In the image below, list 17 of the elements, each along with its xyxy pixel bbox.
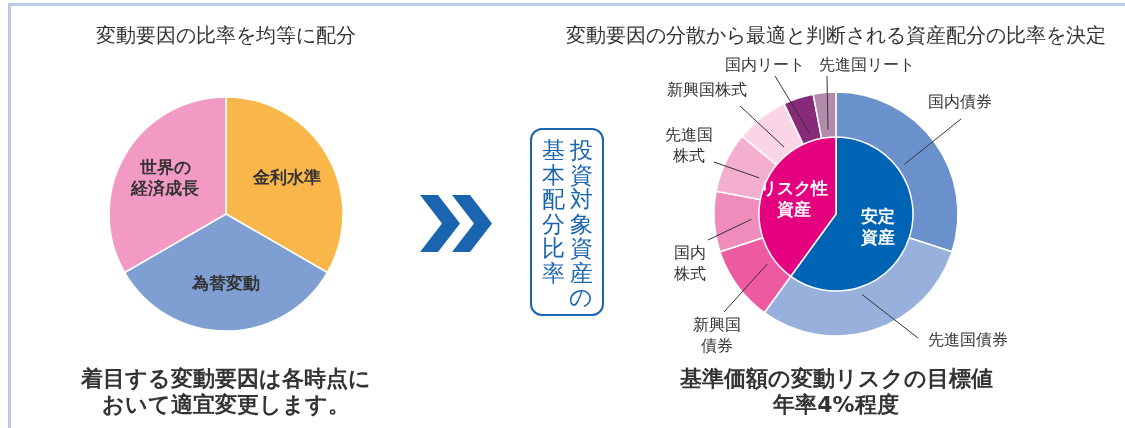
text: 投資対象資産の基本配分比率 bbox=[541, 137, 593, 310]
slice-label: 国内株式 bbox=[673, 242, 706, 283]
slice-label: 新興国債券 bbox=[693, 314, 741, 355]
slice-label: 先進国株式 bbox=[665, 124, 713, 165]
chart-title: 変動要因の比率を均等に配分 bbox=[96, 22, 356, 49]
slice-label: 為替変動 bbox=[191, 272, 260, 293]
text: 基準価額の変動リスクの目標値年率4%程度 bbox=[679, 366, 993, 418]
slice-label: 国内債券 bbox=[928, 92, 992, 112]
slice-label: 世界の経済成長 bbox=[130, 156, 200, 198]
slice-label: 国内リート bbox=[725, 55, 805, 75]
slice-label: 新興国株式 bbox=[667, 80, 747, 100]
text: 着目する変動要因は各時点において適宜変更します。 bbox=[80, 366, 372, 418]
slice-label: 先進国債券 bbox=[928, 330, 1008, 350]
chart-title: 変動要因の分散から最適と判断される資産配分の比率を決定 bbox=[566, 22, 1106, 49]
slice-label: 安定資産 bbox=[860, 205, 896, 247]
slice-label: 先進国リート bbox=[819, 55, 915, 75]
slice-label: 金利水準 bbox=[251, 167, 321, 188]
